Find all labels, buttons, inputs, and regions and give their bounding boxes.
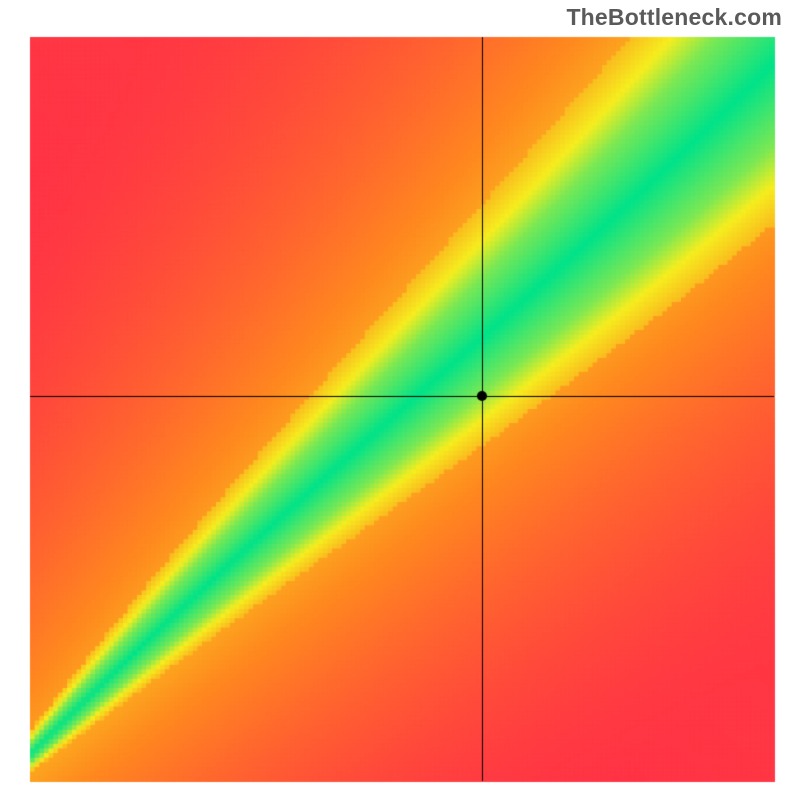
- watermark-text: TheBottleneck.com: [566, 4, 782, 31]
- bottleneck-heatmap: [0, 0, 800, 800]
- chart-container: TheBottleneck.com: [0, 0, 800, 800]
